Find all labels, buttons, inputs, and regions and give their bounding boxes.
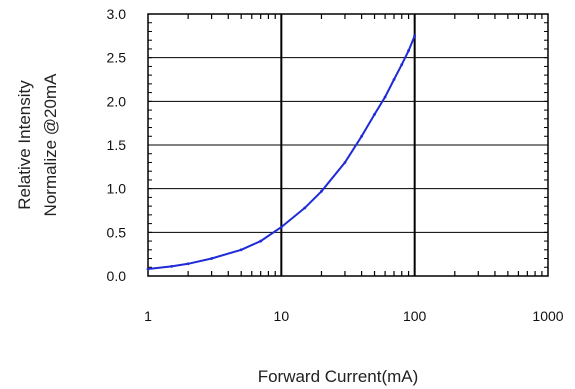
data-point <box>343 161 347 164</box>
grid <box>148 14 548 276</box>
x-axis-label: Forward Current(mA) <box>258 367 419 386</box>
y-tick-label: 1.0 <box>107 181 127 197</box>
data-point <box>320 189 323 193</box>
y-tick-label: 0.0 <box>107 268 127 284</box>
data-point <box>413 34 417 38</box>
data-point <box>259 239 263 243</box>
y-tick-label: 2.5 <box>107 50 127 66</box>
plot-frame <box>147 13 549 277</box>
y-tick-label: 0.5 <box>107 224 127 240</box>
data-point <box>373 113 376 116</box>
y-axis-label-line-1: Relative Intensity <box>15 80 34 210</box>
x-tick-label: 10 <box>274 308 290 324</box>
y-axis-label-line-2: Normalize @20mA <box>41 73 60 217</box>
x-tick-labels: 1 10 100 1000 <box>144 308 564 324</box>
data-point <box>407 49 410 53</box>
data-point <box>146 267 150 271</box>
y-tick-label: 3.0 <box>107 6 127 22</box>
data-point <box>383 95 387 99</box>
data-point <box>170 264 173 268</box>
x-tick-label: 100 <box>403 308 427 324</box>
data-point <box>279 225 283 229</box>
data-point <box>210 257 214 260</box>
data-point <box>360 134 364 138</box>
y-tick-label: 2.0 <box>107 93 127 109</box>
data-point <box>303 206 307 210</box>
data-point <box>239 248 243 252</box>
x-tick-label: 1000 <box>532 308 563 324</box>
y-tick-labels: 0.0 0.5 1.0 1.5 2.0 2.5 3.0 <box>107 6 127 284</box>
data-point <box>392 78 396 81</box>
data-point <box>186 262 190 266</box>
x-tick-label: 1 <box>144 308 152 324</box>
data-point <box>400 63 404 67</box>
series <box>146 34 417 271</box>
y-tick-label: 1.5 <box>107 137 127 153</box>
